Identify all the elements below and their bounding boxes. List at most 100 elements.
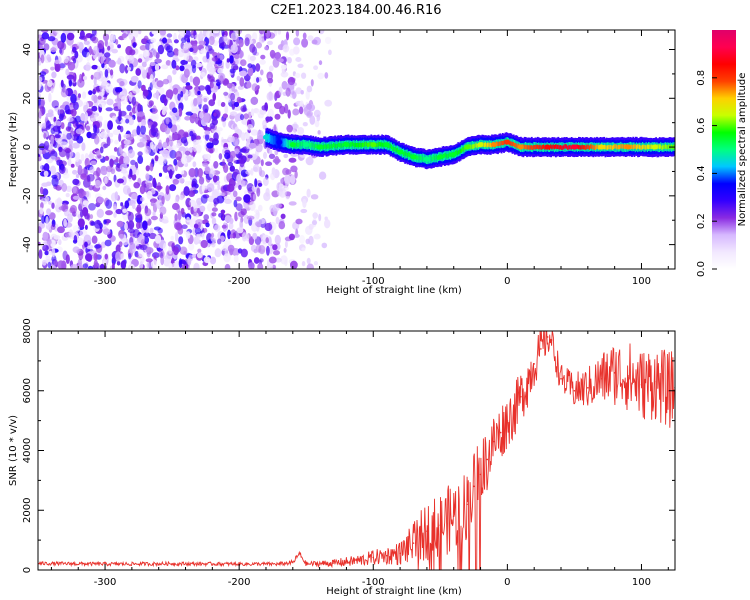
ridge-point	[450, 151, 457, 157]
noise-speckle	[193, 262, 200, 269]
noise-speckle	[208, 48, 214, 54]
noise-speckle	[307, 35, 314, 41]
noise-speckle	[257, 133, 264, 140]
noise-speckle	[136, 221, 141, 230]
noise-speckle	[234, 148, 240, 155]
ridge-segment	[404, 151, 406, 156]
noise-speckle	[100, 165, 106, 172]
noise-speckle	[104, 239, 112, 247]
noise-speckle	[56, 33, 62, 39]
noise-speckle	[82, 91, 87, 99]
noise-speckle	[119, 233, 124, 239]
noise-speckle	[240, 248, 248, 258]
noise-speckle	[215, 127, 223, 132]
noise-speckle	[49, 155, 57, 162]
noise-speckle	[247, 63, 253, 69]
noise-speckle	[318, 213, 322, 222]
ridge-segment	[322, 145, 324, 150]
noise-speckle	[117, 100, 122, 110]
noise-speckle	[295, 218, 303, 225]
noise-speckle	[288, 201, 297, 206]
noise-speckle	[114, 87, 123, 93]
noise-speckle	[43, 132, 47, 139]
ridge-segment	[388, 143, 391, 149]
ridge-segment	[670, 144, 673, 149]
noise-speckle	[80, 173, 87, 180]
ridge-segment	[604, 144, 607, 150]
noise-speckle	[285, 195, 290, 200]
ridge-segment	[287, 141, 289, 147]
noise-speckle	[60, 32, 67, 43]
noise-speckle	[287, 109, 291, 119]
noise-speckle	[127, 228, 136, 234]
noise-speckle	[272, 58, 280, 68]
noise-speckle	[63, 55, 69, 64]
ridge-segment	[349, 142, 352, 147]
noise-speckle	[250, 129, 259, 136]
noise-speckle	[109, 69, 114, 76]
noise-speckle	[104, 155, 110, 161]
noise-speckle	[230, 32, 238, 41]
noise-speckle	[48, 92, 52, 103]
noise-speckle	[217, 99, 222, 107]
noise-speckle	[212, 92, 216, 102]
noise-speckle	[63, 209, 70, 217]
ridge-point	[464, 144, 471, 150]
noise-speckle	[181, 37, 187, 43]
noise-speckle	[153, 226, 161, 231]
noise-speckle	[285, 31, 290, 41]
noise-speckle	[171, 59, 177, 69]
noise-speckle	[70, 204, 77, 214]
noise-speckle	[231, 100, 236, 109]
spectrogram-ylabel: Frequency (Hz)	[8, 112, 19, 188]
ridge-segment	[584, 145, 586, 150]
noise-speckle	[94, 179, 102, 189]
noise-speckle	[183, 250, 187, 255]
noise-speckle	[85, 253, 93, 262]
noise-speckle	[173, 158, 178, 166]
noise-speckle	[224, 105, 229, 114]
ridge-segment	[333, 142, 335, 148]
ridge-segment	[605, 145, 608, 150]
noise-speckle	[70, 108, 77, 117]
noise-speckle	[282, 167, 290, 176]
noise-speckle	[65, 254, 70, 264]
noise-speckle	[206, 183, 215, 192]
noise-speckle	[157, 182, 162, 192]
ridge-segment	[381, 142, 383, 147]
ridge-segment	[553, 144, 556, 150]
noise-speckle	[70, 93, 77, 104]
ridge-segment	[592, 145, 595, 150]
noise-speckle	[43, 43, 50, 51]
noise-speckle	[56, 197, 62, 206]
ridge-segment	[360, 143, 363, 148]
noise-speckle	[84, 47, 88, 52]
noise-speckle	[174, 150, 183, 161]
noise-speckle	[229, 55, 234, 64]
noise-speckle	[126, 104, 132, 112]
ridge-segment	[664, 144, 667, 149]
snr-point	[550, 339, 553, 341]
noise-speckle	[72, 246, 80, 253]
noise-speckle	[173, 260, 181, 269]
noise-speckle	[219, 75, 224, 85]
ridge-segment	[637, 144, 639, 149]
noise-speckle	[168, 246, 173, 255]
ridge-segment	[597, 144, 600, 149]
noise-speckle	[148, 232, 157, 240]
ridge-segment	[661, 145, 664, 150]
noise-speckle	[58, 149, 67, 158]
snr-ylabel: SNR (10 * v/v)	[8, 415, 19, 486]
spectrogram-marks	[38, 30, 675, 269]
noise-speckle	[51, 202, 55, 209]
snr-point	[493, 440, 495, 443]
ridge-segment	[529, 145, 532, 150]
noise-speckle	[128, 174, 132, 180]
noise-speckle	[102, 32, 110, 42]
noise-speckle	[266, 245, 270, 256]
noise-speckle	[199, 205, 206, 213]
noise-speckle	[187, 200, 192, 211]
ridge-segment	[275, 138, 277, 144]
ridge-segment	[335, 144, 338, 149]
noise-speckle	[47, 261, 52, 269]
